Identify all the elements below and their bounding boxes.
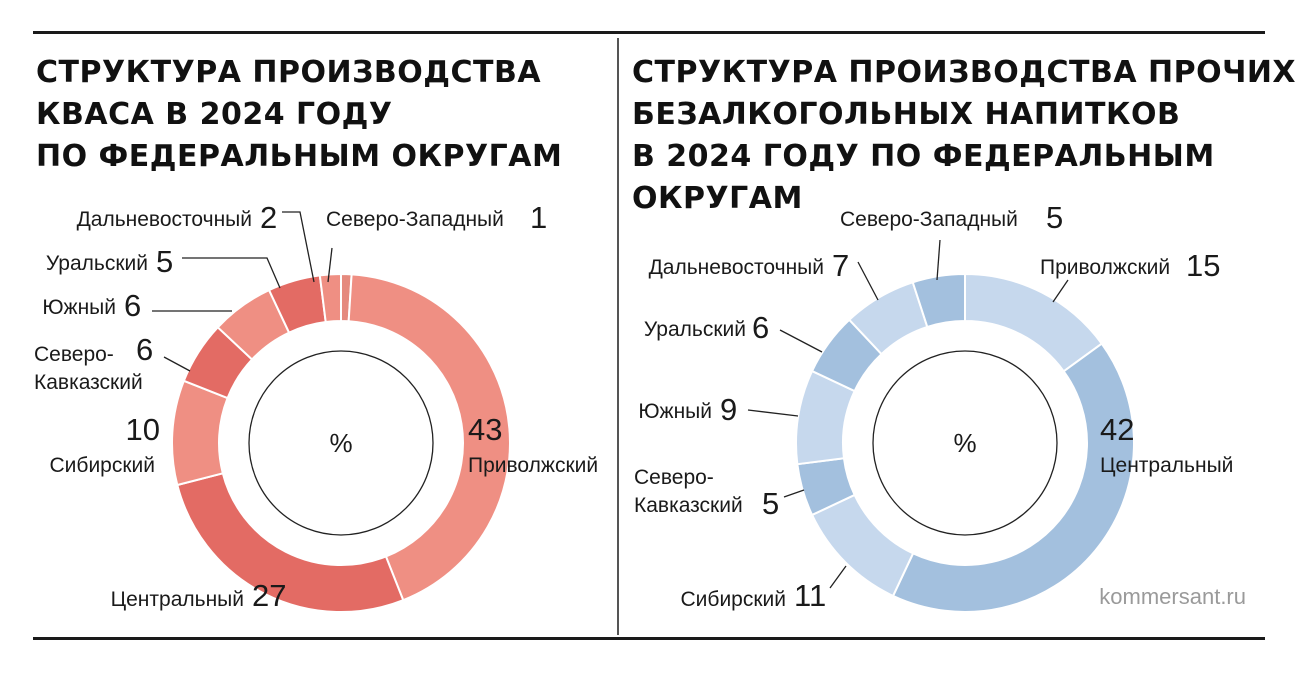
top-rule	[33, 31, 1265, 34]
soft-value-siberia: 11	[794, 578, 826, 613]
soft-value-volga: 15	[1186, 248, 1220, 283]
soft-label-north-west: Северо-Западный	[840, 208, 1018, 231]
kvass-value-south: 6	[124, 288, 141, 323]
kvass-value-north-west: 1	[530, 200, 547, 235]
soft-value-central: 42	[1100, 412, 1134, 447]
center-divider	[617, 38, 619, 635]
soft-drinks-chart-title: СТРУКТУРА ПРОИЗВОДСТВА ПРОЧИХ БЕЗАЛКОГОЛ…	[632, 52, 1296, 220]
kvass-slice-3	[171, 379, 229, 487]
soft-label-far-eastern: Дальневосточный	[649, 256, 824, 279]
title-line: СТРУКТУРА ПРОИЗВОДСТВА	[36, 55, 542, 90]
kvass-slice-1	[347, 273, 512, 602]
leader-line	[1052, 279, 1069, 303]
kvass-value-volga: 43	[468, 412, 502, 447]
title-line: В 2024 ГОДУ ПО ФЕДЕРАЛЬНЫМ	[632, 139, 1215, 174]
title-line: ОКРУГАМ	[632, 181, 803, 216]
leader-line	[936, 239, 941, 281]
kvass-slice-7	[318, 272, 342, 324]
kvass-label-siberia: Сибирский	[50, 454, 155, 477]
soft-drinks-slice-1	[891, 342, 1135, 613]
source-credit: kommersant.ru	[1099, 584, 1246, 609]
soft-value-ural: 6	[752, 310, 769, 345]
title-line: ПО ФЕДЕРАЛЬНЫМ ОКРУГАМ	[36, 139, 563, 174]
soft-drinks-slice-7	[911, 272, 966, 329]
kvass-label-central: Центральный	[111, 588, 244, 611]
soft-value-far-eastern: 7	[832, 248, 849, 283]
soft-drinks-donut	[795, 272, 1135, 613]
kvass-value-north-caucasus: 6	[136, 332, 153, 367]
soft-value-north-caucasus: 5	[762, 486, 779, 521]
soft-label-north-caucasus: Кавказский	[634, 494, 743, 517]
soft-value-north-west: 5	[1046, 200, 1063, 235]
kvass-label-north-west: Северо-Западный	[326, 208, 504, 231]
kvass-label-volga: Приволжский	[468, 454, 598, 477]
soft-label-ural: Уральский	[644, 318, 746, 341]
soft-drinks-inner-circle	[872, 350, 1058, 536]
leader-line	[747, 409, 799, 417]
kvass-center-label: %	[329, 428, 352, 458]
kvass-label-ural: Уральский	[46, 252, 148, 275]
leader-line	[857, 261, 879, 301]
leader-line	[163, 356, 191, 372]
leader-line	[327, 247, 333, 283]
bottom-rule	[33, 637, 1265, 640]
title-line: БЕЗАЛКОГОЛЬНЫХ НАПИТКОВ	[632, 97, 1181, 132]
kvass-label-north-caucasus: Кавказский	[34, 371, 143, 394]
kvass-donut	[171, 272, 512, 613]
kvass-value-central: 27	[252, 578, 286, 613]
kvass-inner-circle	[248, 350, 434, 536]
kvass-value-siberia: 10	[126, 412, 160, 447]
kvass-value-far-eastern: 2	[260, 200, 277, 235]
leader-line	[779, 329, 823, 353]
title-line: КВАСА В 2024 ГОДУ	[36, 97, 393, 132]
soft-label-siberia: Сибирский	[681, 588, 786, 611]
soft-label-central: Центральный	[1100, 454, 1233, 477]
kvass-label-far-eastern: Дальневосточный	[77, 208, 252, 231]
soft-drinks-center-label: %	[953, 428, 976, 458]
title-line: СТРУКТУРА ПРОИЗВОДСТВА ПРОЧИХ	[632, 55, 1296, 90]
kvass-label-north-caucasus: Северо-	[34, 343, 114, 366]
soft-drinks-slice-0	[964, 272, 1104, 373]
soft-label-volga: Приволжский	[1040, 256, 1170, 279]
kvass-chart-title: СТРУКТУРА ПРОИЗВОДСТВА КВАСА В 2024 ГОДУ…	[36, 52, 616, 178]
soft-label-north-caucasus: Северо-	[634, 466, 714, 489]
soft-label-south: Южный	[638, 400, 712, 423]
leader-line	[282, 211, 315, 283]
kvass-label-south: Южный	[42, 296, 116, 319]
leader-line	[182, 257, 281, 289]
soft-value-south: 9	[720, 392, 737, 427]
soft-drinks-slice-2	[810, 493, 915, 598]
leader-line	[783, 489, 805, 498]
leader-line	[829, 565, 847, 589]
kvass-value-ural: 5	[156, 244, 173, 279]
